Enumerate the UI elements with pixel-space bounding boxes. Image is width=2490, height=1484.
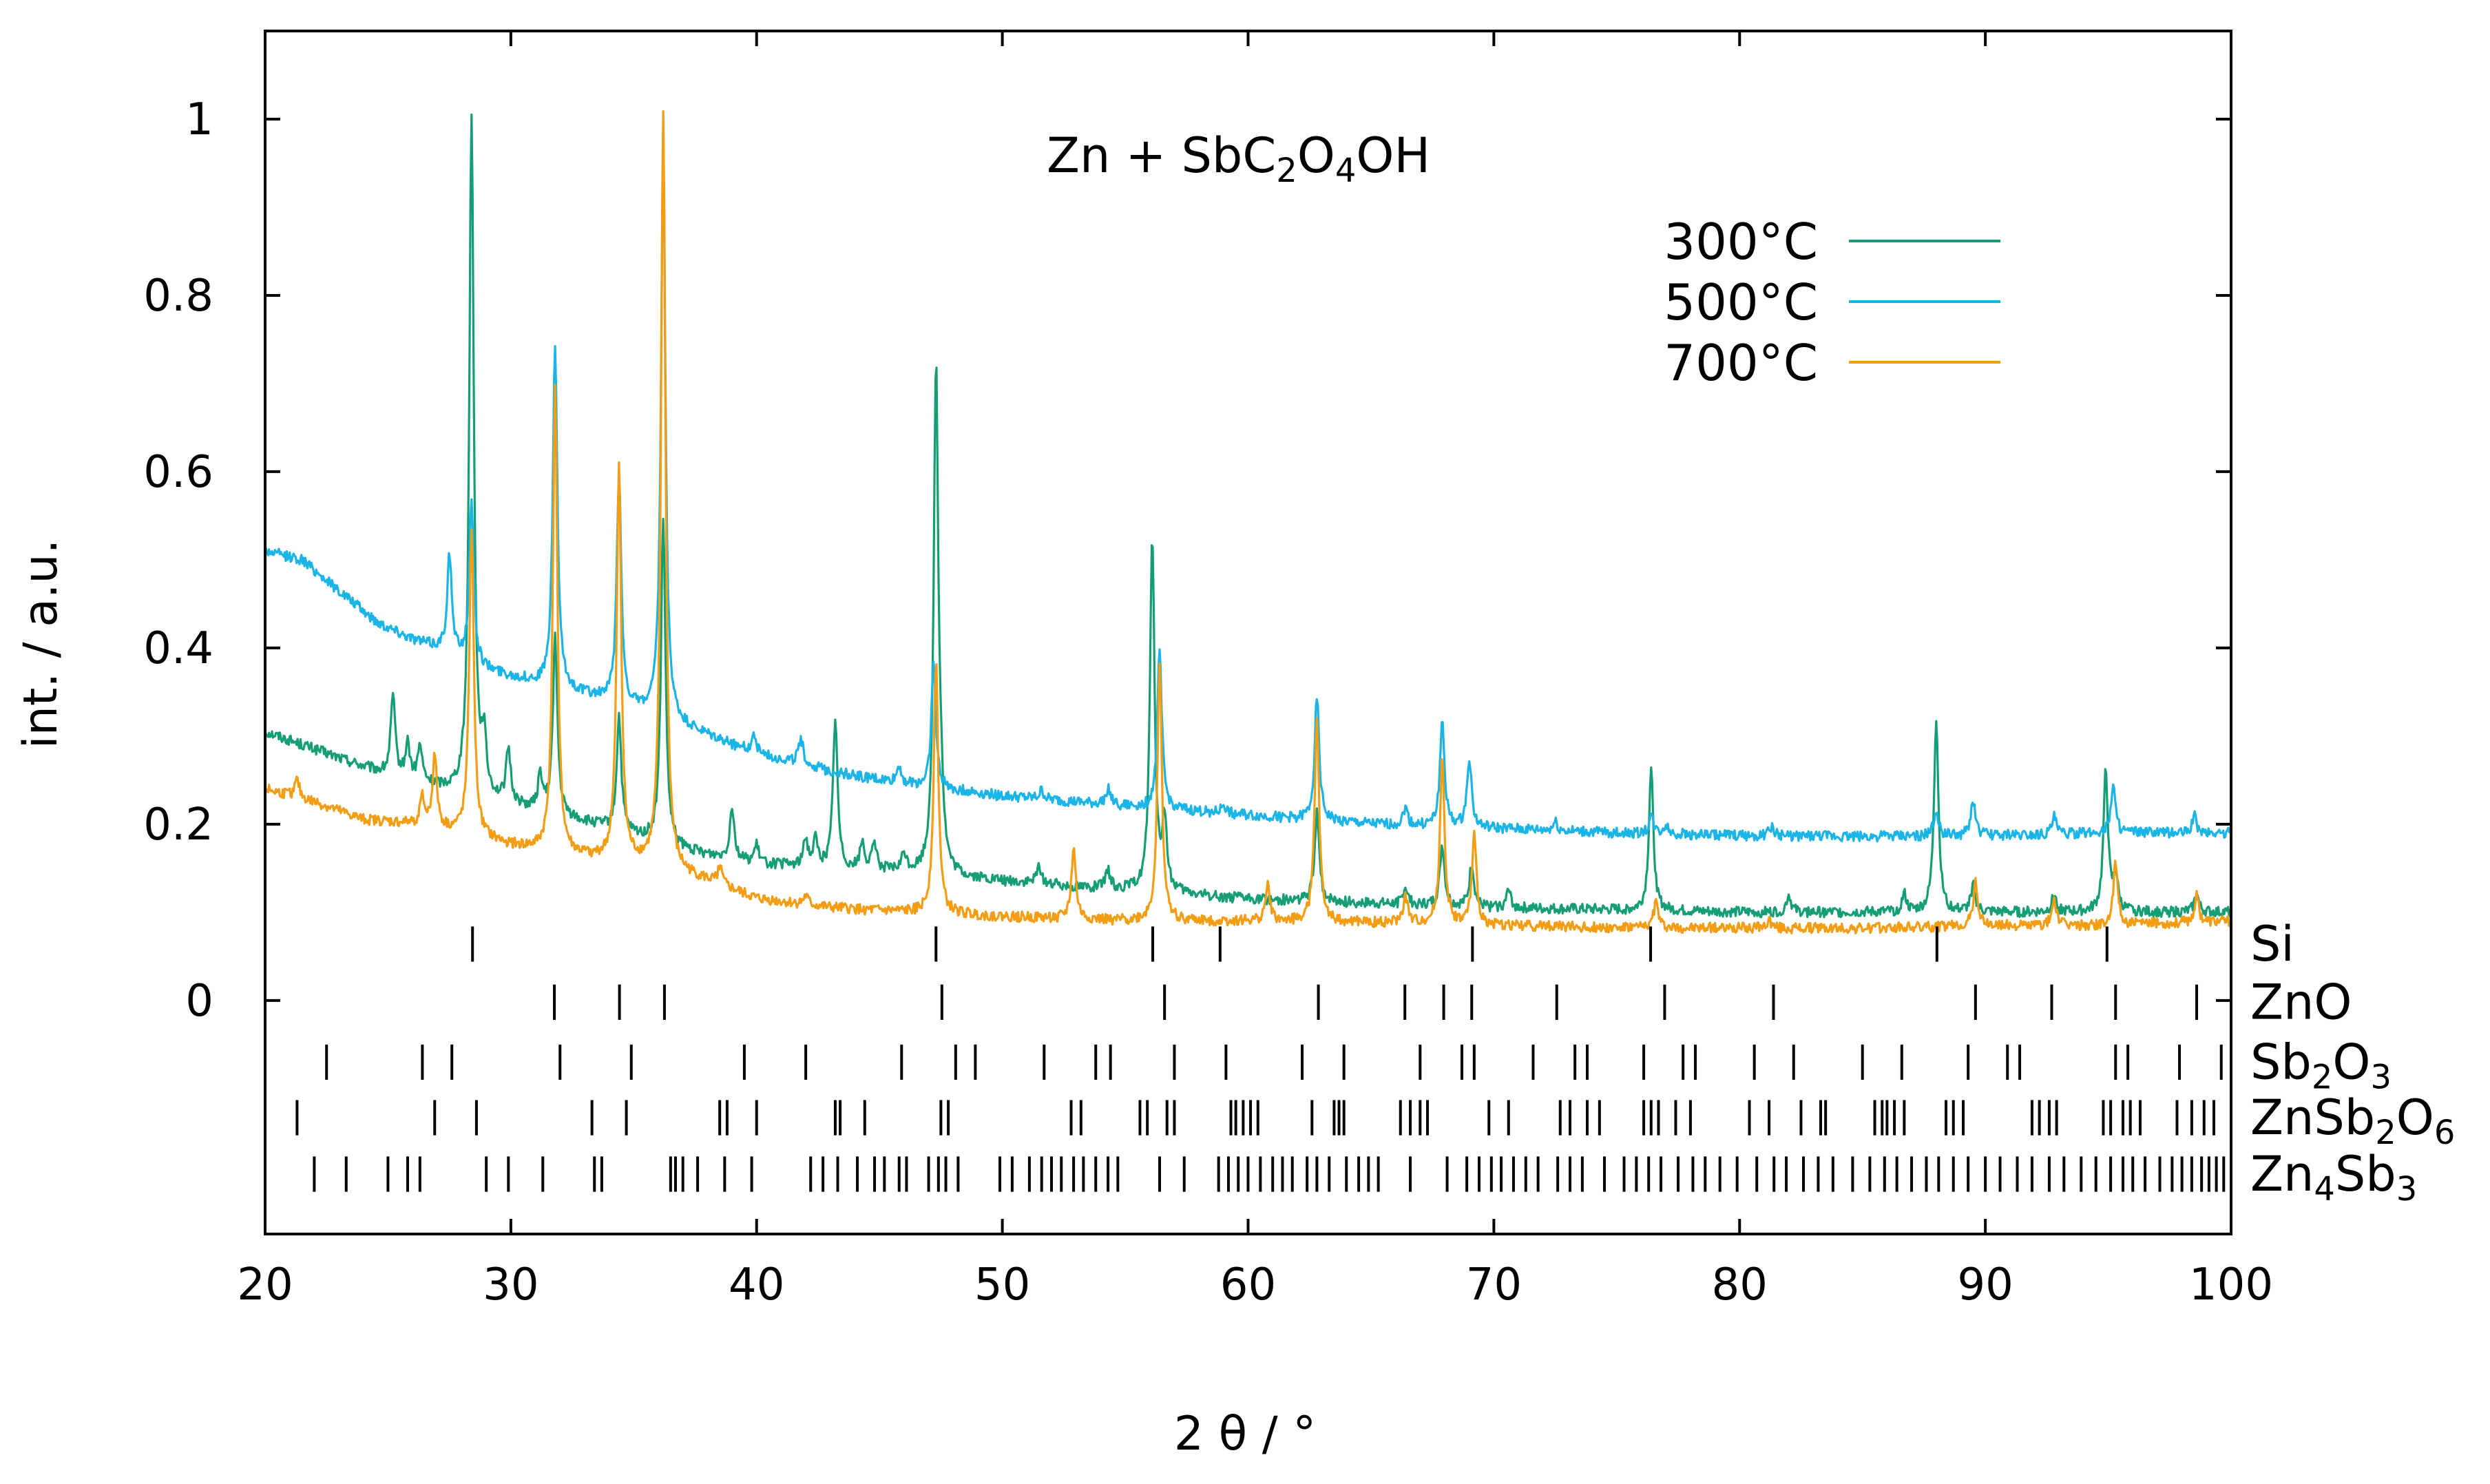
x-axis: 20 30 40 50 60 70 80 90 100 xyxy=(237,31,2273,1310)
x-tick-label: 80 xyxy=(1712,1260,1768,1310)
x-axis-title: 2 θ / ° xyxy=(1174,1407,1317,1461)
legend-label-2: 500°C xyxy=(1664,273,1818,331)
legend-label-3: 700°C xyxy=(1664,334,1818,392)
phase-label-part: Zn xyxy=(2250,1146,2314,1202)
series-layer xyxy=(264,110,2232,934)
series-line-3 xyxy=(264,110,2232,934)
phase-label-part: Sb xyxy=(2335,1146,2396,1202)
reference-ticks-layer xyxy=(295,926,2226,1192)
title-part-b: O xyxy=(1297,127,1335,184)
phase-label-ZnO: ZnO xyxy=(2250,974,2352,1030)
phase-label-part: 3 xyxy=(2371,1058,2392,1096)
phase-label-Sb2O3: Sb2O3 xyxy=(2250,1034,2392,1096)
series-line-2 xyxy=(264,154,2232,843)
phase-label-part: 2 xyxy=(2312,1058,2333,1096)
phase-label-part: 2 xyxy=(2375,1114,2396,1152)
phase-label-Zn4Sb3: Zn4Sb3 xyxy=(2250,1146,2417,1209)
x-tick-label: 90 xyxy=(1957,1260,2013,1310)
y-tick-label: 0.6 xyxy=(143,447,213,498)
series-line-1 xyxy=(264,113,2232,919)
y-tick-label: 1 xyxy=(185,94,213,145)
x-tick-label: 100 xyxy=(2189,1260,2273,1310)
title-part-a: Zn + SbC xyxy=(1047,127,1276,184)
phase-label-Si: Si xyxy=(2250,916,2294,972)
phase-label-part: Si xyxy=(2250,916,2294,972)
phase-label-part: 6 xyxy=(2434,1114,2456,1152)
phase-label-part: ZnO xyxy=(2250,974,2352,1030)
y-axis-title: int. / a.u. xyxy=(14,539,68,749)
plot-title: Zn + SbC2O4OH xyxy=(1047,127,1430,190)
x-tick-label: 60 xyxy=(1220,1260,1276,1310)
title-sub-2: 4 xyxy=(1335,151,1357,190)
title-sub-1: 2 xyxy=(1276,151,1297,190)
phase-label-ZnSb2O6: ZnSb2O6 xyxy=(2250,1089,2455,1152)
x-tick-label: 20 xyxy=(237,1260,293,1310)
y-tick-label: 0.8 xyxy=(143,271,213,322)
title-part-c: OH xyxy=(1356,127,1430,184)
y-tick-label: 0.4 xyxy=(143,623,213,674)
y-tick-label: 0 xyxy=(185,976,213,1027)
phase-label-part: ZnSb xyxy=(2250,1089,2375,1146)
phase-label-part: O xyxy=(2396,1089,2434,1146)
y-axis: 0 0.2 0.4 0.6 0.8 1 xyxy=(143,94,2231,1027)
phase-label-part: Sb xyxy=(2250,1034,2312,1090)
phase-label-part: 3 xyxy=(2396,1170,2418,1209)
y-tick-label: 0.2 xyxy=(143,800,213,850)
phase-label-part: 4 xyxy=(2314,1170,2335,1209)
x-tick-label: 70 xyxy=(1466,1260,1522,1310)
phase-label-part: O xyxy=(2332,1034,2370,1090)
x-tick-label: 50 xyxy=(974,1260,1030,1310)
x-tick-label: 40 xyxy=(729,1260,784,1310)
x-tick-label: 30 xyxy=(483,1260,538,1310)
legend-label-1: 300°C xyxy=(1664,213,1818,271)
